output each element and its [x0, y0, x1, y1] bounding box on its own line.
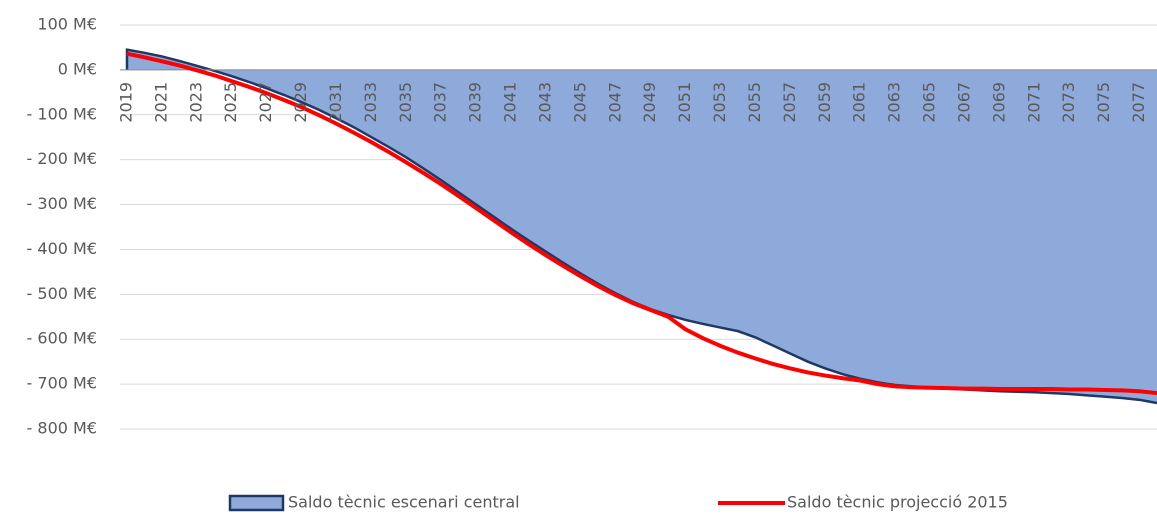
area: [127, 49, 1157, 403]
y-tick-label: - 400 M€: [27, 239, 97, 258]
legend-label: Saldo tècnic escenari central: [288, 493, 520, 512]
x-tick-label: 2041: [501, 82, 520, 123]
x-tick-label: 2053: [710, 82, 729, 123]
line: [126, 51, 1157, 396]
legend-swatch: [228, 494, 285, 512]
x-tick-label: 2033: [361, 82, 380, 123]
x-tick-label: 2023: [186, 82, 205, 123]
x-tick-label: 2019: [117, 82, 136, 123]
x-tick-label: 2031: [326, 82, 345, 123]
x-tick-label: 2027: [256, 82, 275, 123]
x-tick-label: 2071: [1024, 82, 1043, 123]
x-tick-label: 2055: [745, 82, 764, 123]
x-tick-label: 2029: [291, 82, 310, 123]
legend-label: Saldo tècnic projecció 2015: [787, 493, 1008, 512]
y-tick-label: 0 M€: [58, 59, 97, 78]
x-tick-label: 2073: [1059, 82, 1078, 123]
x-tick-label: 2061: [850, 82, 869, 123]
x-tick-label: 2063: [885, 82, 904, 123]
x-tick-label: 2069: [989, 82, 1008, 123]
y-tick-label: - 300 M€: [27, 194, 97, 213]
x-tick-label: 2067: [954, 82, 973, 123]
y-tick-label: - 800 M€: [27, 419, 97, 438]
x-tick-label: 2065: [920, 82, 939, 123]
x-tick-label: 2077: [1129, 82, 1148, 123]
y-tick-label: - 200 M€: [27, 149, 97, 168]
x-tick-label: 2025: [221, 82, 240, 123]
y-tick-label: - 700 M€: [27, 374, 97, 393]
x-tick-label: 2043: [535, 82, 554, 123]
x-tick-label: 2051: [675, 82, 694, 123]
x-tick-label: 2059: [815, 82, 834, 123]
x-tick-label: 2037: [431, 82, 450, 123]
y-tick-label: - 600 M€: [27, 329, 97, 348]
y-tick-label: 100 M€: [37, 15, 97, 34]
x-tick-label: 2021: [151, 82, 170, 123]
x-tick-label: 2047: [605, 82, 624, 123]
x-tick-label: 2075: [1094, 82, 1113, 123]
x-tick-label: 2049: [640, 82, 659, 123]
x-tick-label: 2035: [396, 82, 415, 123]
y-tick-label: - 100 M€: [27, 104, 97, 123]
y-tick-label: - 500 M€: [27, 284, 97, 303]
x-tick-label: 2057: [780, 82, 799, 123]
x-tick-label: 2045: [570, 82, 589, 123]
x-tick-label: 2039: [466, 82, 485, 123]
